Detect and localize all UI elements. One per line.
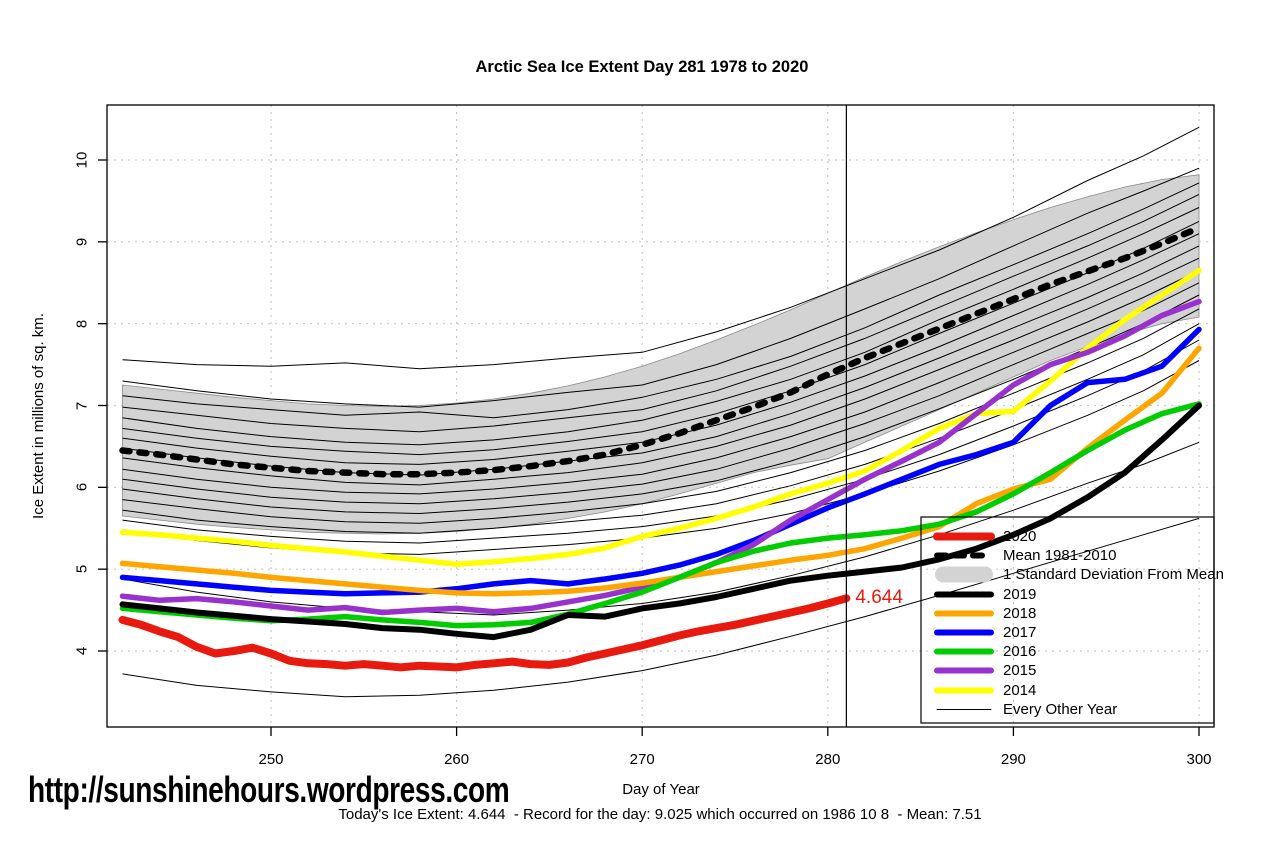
- legend-swatch-thin: [936, 708, 992, 710]
- legend-entry-2016: 2016: [933, 642, 1036, 661]
- legend-label: 2014: [1003, 681, 1037, 699]
- x-tick-label: 280: [815, 751, 841, 768]
- legend-entry-every-other-year: Every Other Year: [933, 700, 1117, 719]
- every-other-year-line: [122, 182, 1200, 419]
- legend-entry-2014: 2014: [933, 681, 1036, 700]
- series-2014-line: [119, 267, 1202, 568]
- every-other-year-line: [122, 126, 1200, 370]
- plot-border: [106, 104, 1215, 728]
- y-tick-label: 6: [73, 483, 91, 492]
- legend-border: [920, 516, 1215, 724]
- series-2020-line: [118, 594, 851, 672]
- every-other-year-line: [122, 282, 1200, 505]
- x-axis-label: Day of Year: [622, 781, 700, 798]
- legend-swatch-dashed: [934, 552, 994, 559]
- x-tick-label: 250: [258, 751, 284, 768]
- legend-entry-mean-1981-2010: Mean 1981-2010: [933, 546, 1116, 565]
- y-tick-label: 4: [73, 646, 91, 656]
- legend-entry-2017: 2017: [933, 623, 1036, 642]
- x-tick-label: 270: [629, 751, 655, 768]
- every-other-year-line: [122, 339, 1200, 544]
- series-2017-line: [119, 326, 1202, 597]
- legend-swatch-line: [933, 532, 995, 541]
- every-other-year-line: [122, 517, 1200, 698]
- every-other-year-line: [122, 207, 1200, 446]
- legend-label: 2020: [1003, 528, 1037, 545]
- legend-label: 2018: [1003, 604, 1037, 622]
- footer-stats-text: Today's Ice Extent: 4.644 - Record for t…: [338, 806, 982, 823]
- legend-swatch-line: [934, 667, 994, 674]
- every-other-year-line: [122, 220, 1200, 456]
- every-other-year-line: [122, 257, 1200, 486]
- legend-entry-2020: 2020: [933, 527, 1036, 546]
- legend-swatch-line: [934, 648, 994, 655]
- legend-label: 2017: [1003, 624, 1037, 641]
- every-other-year-line: [122, 441, 1200, 616]
- legend-label: Every Other Year: [1003, 700, 1118, 718]
- legend-swatch-line: [934, 591, 994, 598]
- legend-entry-1-standard-deviation-from-mean: 1 Standard Deviation From Mean: [933, 565, 1224, 584]
- legend-swatch-band: [935, 566, 993, 583]
- chart-title: Arctic Sea Ice Extent Day 281 1978 to 20…: [475, 58, 809, 76]
- legend-swatch-line: [934, 687, 994, 694]
- x-tick-label: 260: [444, 751, 470, 768]
- y-tick-label: 9: [73, 237, 91, 246]
- legend-swatch-line: [934, 610, 994, 617]
- legend-swatch-line: [934, 629, 994, 636]
- x-tick-label: 300: [1186, 751, 1212, 768]
- legend-label: 2016: [1003, 643, 1037, 661]
- legend-label: 2019: [1003, 585, 1037, 603]
- legend-label: 1 Standard Deviation From Mean: [1003, 566, 1224, 584]
- legend-entry-2018: 2018: [933, 604, 1036, 623]
- y-tick-label: 5: [73, 564, 91, 574]
- every-other-year-line: [122, 193, 1200, 433]
- current-value-annotation: 4.644: [855, 587, 903, 609]
- legend-label: Mean 1981-2010: [1003, 547, 1117, 565]
- y-tick-label: 8: [73, 319, 91, 328]
- y-tick-label: 7: [73, 401, 91, 410]
- legend-entry-2015: 2015: [933, 661, 1036, 680]
- series-2019-line: [119, 402, 1202, 641]
- every-other-year-line: [122, 270, 1200, 495]
- watermark-url: http://sunshinehours.wordpress.com: [28, 769, 510, 810]
- mean-1981-2010-line: [119, 224, 1203, 478]
- y-tick-label: 10: [73, 151, 91, 169]
- x-tick-label: 290: [1000, 751, 1026, 768]
- legend-label: 2015: [1003, 662, 1037, 680]
- every-other-year-line: [122, 323, 1200, 534]
- every-other-year-line: [122, 167, 1200, 408]
- legend-entry-2019: 2019: [933, 585, 1036, 604]
